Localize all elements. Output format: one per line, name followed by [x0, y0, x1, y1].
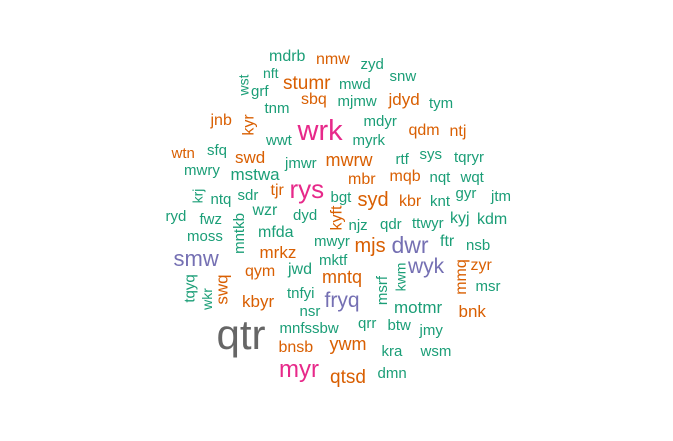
- cloud-word: qrr: [358, 314, 377, 332]
- cloud-word: mjmw: [337, 92, 377, 110]
- cloud-word: kyj: [450, 210, 470, 227]
- cloud-word: grf: [251, 82, 269, 100]
- cloud-word: mktf: [319, 251, 348, 269]
- cloud-word: sfq: [207, 141, 228, 159]
- cloud-word: sys: [419, 145, 443, 163]
- cloud-word: kyft: [327, 205, 345, 231]
- cloud-word: krj: [188, 188, 205, 204]
- cloud-word: syd: [357, 189, 389, 211]
- cloud-word: mwrw: [325, 150, 373, 170]
- cloud-word: msr: [475, 277, 501, 295]
- cloud-word: tnfyi: [287, 284, 315, 302]
- cloud-word: wqt: [460, 168, 484, 186]
- cloud-word: jnb: [210, 112, 232, 129]
- cloud-word: tjr: [270, 182, 284, 199]
- cloud-word: mwry: [184, 161, 220, 179]
- cloud-word: motmr: [394, 297, 443, 317]
- cloud-word: ftr: [440, 233, 455, 250]
- cloud-word: kbyr: [242, 291, 275, 311]
- cloud-word: jmwr: [285, 154, 317, 172]
- cloud-word: tym: [429, 94, 454, 112]
- cloud-word: qdm: [408, 122, 440, 139]
- cloud-word: ttwyr: [412, 214, 444, 232]
- cloud-word: myrk: [352, 131, 386, 149]
- cloud-word: nqt: [429, 168, 451, 186]
- cloud-word: btw: [387, 316, 411, 334]
- cloud-word: ntj: [449, 123, 467, 140]
- cloud-word: wrk: [297, 114, 343, 147]
- cloud-word: njz: [348, 216, 368, 234]
- cloud-word: nft: [263, 65, 279, 81]
- cloud-word: gyr: [455, 184, 477, 202]
- cloud-word: fwz: [199, 210, 223, 228]
- cloud-word: bgt: [330, 188, 352, 206]
- cloud-word: tnm: [264, 99, 290, 117]
- cloud-word: mntq: [322, 267, 363, 287]
- cloud-word: qdr: [380, 215, 402, 233]
- cloud-word: rys: [289, 174, 325, 204]
- cloud-word: qym: [245, 263, 276, 280]
- cloud-word: myr: [279, 356, 319, 383]
- cloud-word: mwd: [339, 75, 371, 93]
- cloud-word: qtr: [216, 311, 266, 358]
- cloud-word: mstwa: [230, 164, 280, 184]
- cloud-word: qtsd: [330, 366, 366, 388]
- cloud-word: dyd: [293, 206, 318, 224]
- cloud-word: mnfssbw: [279, 319, 339, 337]
- cloud-word: mqb: [389, 168, 421, 185]
- cloud-word: rtf: [395, 150, 409, 168]
- cloud-word: knt: [430, 192, 451, 210]
- cloud-word: sbq: [301, 91, 327, 108]
- cloud-word: wyk: [408, 254, 445, 278]
- cloud-word: swq: [212, 273, 232, 305]
- cloud-word: mfda: [258, 224, 294, 241]
- cloud-word: mjs: [354, 235, 386, 257]
- cloud-word: wtn: [171, 144, 195, 162]
- cloud-word: dwr: [391, 231, 429, 258]
- cloud-word: bnk: [458, 301, 486, 321]
- cloud-word: moss: [187, 227, 223, 245]
- cloud-word: jmy: [419, 321, 443, 339]
- cloud-word: mbr: [348, 171, 376, 188]
- cloud-word: jwd: [288, 261, 313, 278]
- cloud-word: mrkz: [259, 242, 297, 262]
- cloud-word: kbr: [399, 193, 422, 210]
- cloud-word: smw: [173, 246, 219, 271]
- cloud-word: ryd: [165, 207, 187, 225]
- cloud-word: wwt: [266, 131, 292, 149]
- cloud-word: fryq: [324, 288, 360, 312]
- cloud-word: bnsb: [278, 339, 314, 356]
- cloud-word: nsr: [299, 302, 321, 320]
- cloud-word: sdr: [237, 186, 259, 204]
- cloud-word: wkr: [198, 288, 215, 310]
- cloud-word: jdyd: [388, 89, 420, 109]
- cloud-word: kdm: [477, 211, 508, 228]
- cloud-word: ywm: [329, 334, 367, 354]
- cloud-word: tqyq: [181, 273, 199, 303]
- cloud-word: mntkb: [230, 212, 248, 254]
- cloud-word: msrf: [373, 275, 391, 305]
- cloud-word: ntq: [210, 190, 232, 208]
- cloud-word: swd: [235, 147, 266, 167]
- cloud-word: kra: [381, 342, 403, 360]
- cloud-word: mdyr: [363, 112, 397, 130]
- cloud-word: zyd: [360, 55, 384, 73]
- cloud-word: zyr: [470, 257, 492, 274]
- cloud-word: snw: [389, 67, 417, 85]
- cloud-word: mmq: [452, 259, 470, 295]
- cloud-word: mdrb: [269, 48, 306, 65]
- cloud-word: nsb: [466, 236, 491, 254]
- cloud-word: wsm: [420, 342, 452, 360]
- cloud-word: wzr: [252, 202, 278, 219]
- cloud-word: nmw: [316, 51, 350, 68]
- cloud-word: dmn: [377, 364, 407, 382]
- cloud-word: stumr: [283, 72, 331, 94]
- cloud-word: jtm: [491, 187, 511, 205]
- cloud-word: kyr: [240, 114, 258, 136]
- cloud-word: kwm: [391, 262, 408, 292]
- cloud-word: tqryr: [454, 148, 484, 166]
- cloud-word: mwyr: [314, 232, 350, 250]
- cloud-word: wst: [235, 74, 251, 96]
